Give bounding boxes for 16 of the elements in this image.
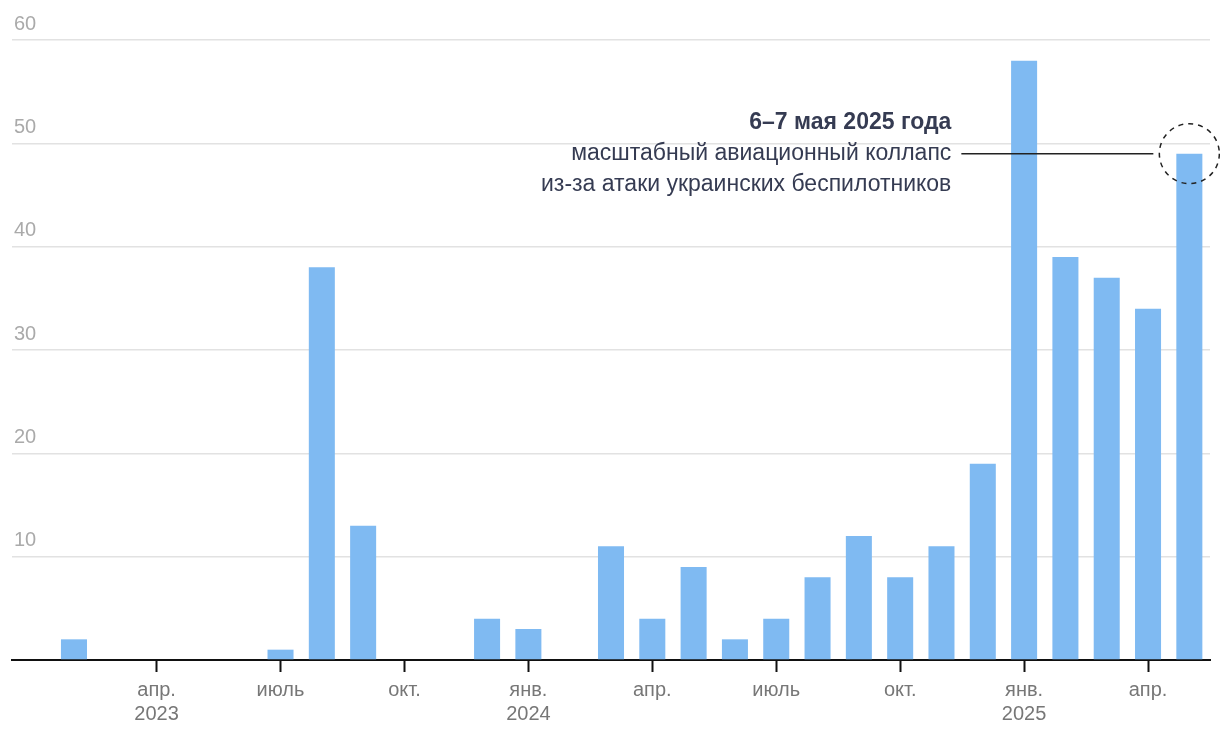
x-tick-label: янв. 2025 (1001, 677, 1047, 724)
y-tick-label: 60 (14, 11, 37, 34)
x-tick-label: апр. 2023 (134, 677, 179, 724)
y-tick-label: 40 (14, 218, 37, 241)
annotation: 6–7 мая 2025 года масштабный авиационный коллапс из-за атаки украинских беспилотников (541, 108, 952, 197)
x-tick-label: окт. (388, 677, 421, 700)
y-tick-label: 50 (14, 114, 37, 137)
x-tick-label: окт. (883, 677, 917, 700)
x-tick-label: апр. (632, 677, 672, 700)
y-tick-label: 20 (14, 424, 37, 447)
y-tick-label: 30 (14, 321, 37, 344)
x-tick-label: июль (752, 677, 801, 700)
x-tick-label: июль (256, 677, 305, 700)
x-tick-label: апр. (1128, 677, 1168, 700)
x-tick-label: янв. 2024 (506, 677, 551, 724)
y-tick-label: 10 (14, 528, 37, 551)
